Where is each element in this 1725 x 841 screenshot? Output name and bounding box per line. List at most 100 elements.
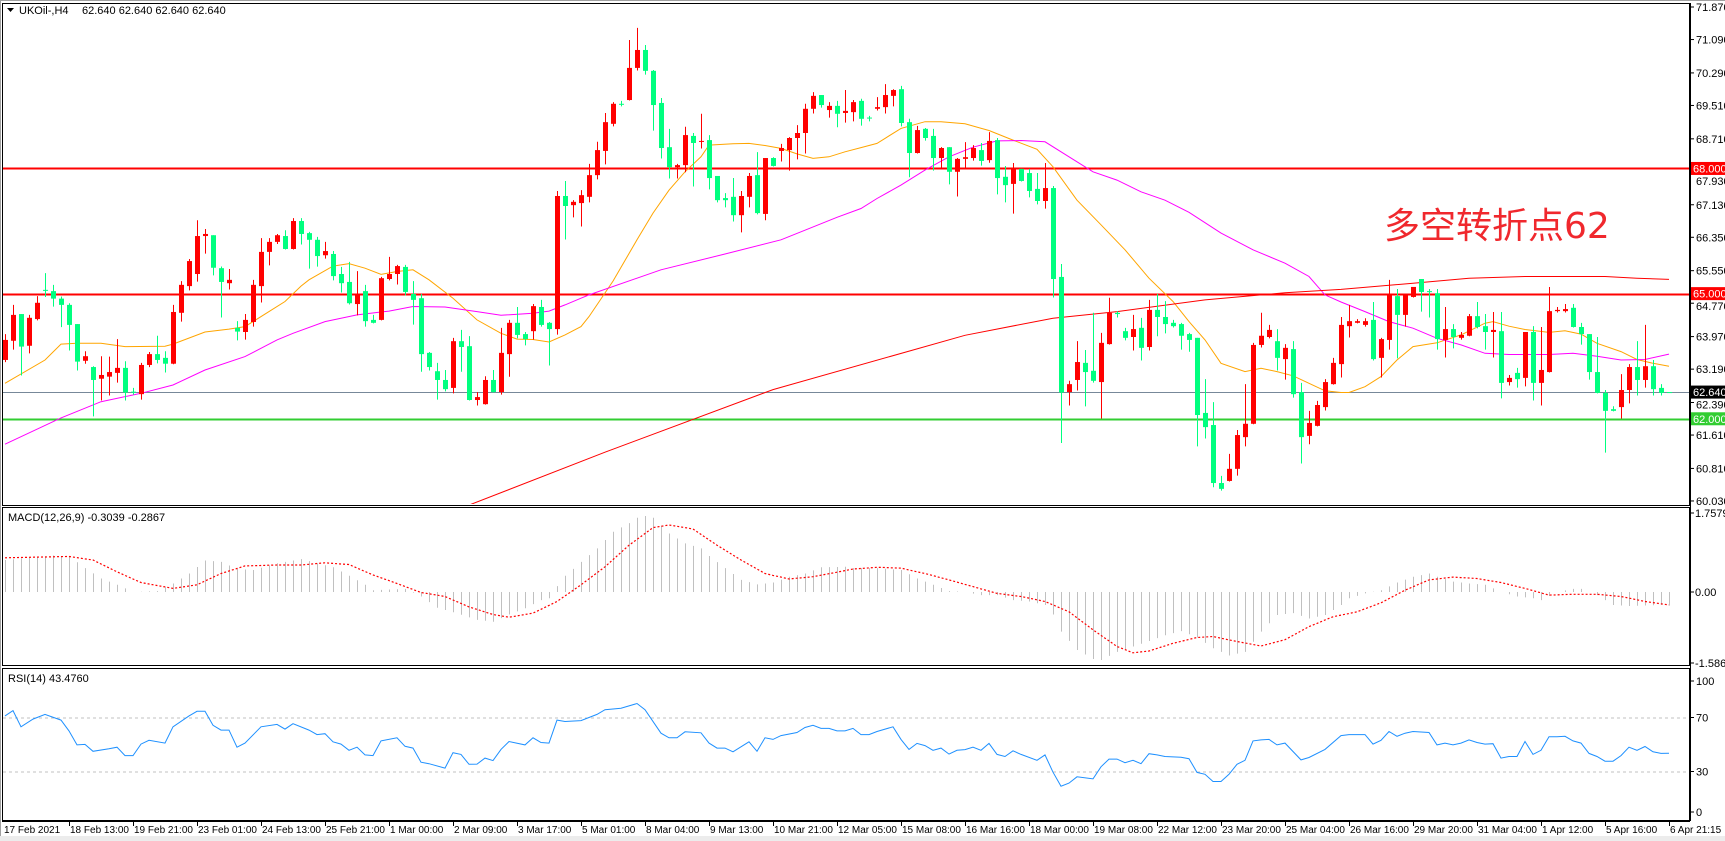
candle-body [1275,341,1280,358]
candle [1147,299,1152,351]
candle-body [867,117,872,119]
candle-body [883,95,888,108]
candle [499,327,504,395]
candle [891,89,896,107]
candle [59,296,64,328]
triangle-down-icon[interactable] [7,8,14,12]
candle [1011,163,1016,214]
candle [843,90,848,123]
candle [987,132,992,163]
candle-body [1219,483,1224,489]
candle [1491,311,1496,358]
candle-body [1667,392,1672,394]
candle [35,296,40,321]
candle-body [27,317,32,346]
macd-label: MACD(12,26,9) -0.3039 -0.2867 [8,512,165,524]
candle [107,356,112,396]
candle [243,314,248,340]
price-tick-label: 60.030 [1696,496,1725,508]
candle [683,126,688,173]
candle [1003,165,1008,203]
candle-body [1163,316,1168,325]
candle [811,92,816,114]
level-lines [3,167,1689,421]
time-tick-label: 23 Feb 01:00 [198,825,257,836]
candle-body [299,221,304,234]
main-pane-frame [2,3,1690,506]
candle-body [427,352,432,368]
candle [147,352,152,368]
candle-body [579,195,584,204]
candle-body [83,356,88,361]
candle-body [563,195,568,207]
candle-body [723,198,728,201]
candle-body [19,314,24,347]
candle-body [1347,321,1352,327]
candle [331,251,336,281]
candle-body [347,281,352,304]
annotation-text: 多空转折点62 [1384,206,1610,247]
candle-body [819,95,824,106]
candle-body [1443,329,1448,340]
candle [1243,384,1248,447]
candle [667,128,672,179]
candle [1123,327,1128,341]
candle [475,392,480,406]
candle [587,163,592,203]
candle-body [139,364,144,395]
candle [459,329,464,372]
candle-body [803,108,808,133]
candle [547,321,552,366]
time-tick-label: 19 Feb 21:00 [134,825,193,836]
candle [579,190,584,227]
candle-body [1619,389,1624,408]
candle-body [827,105,832,111]
candle-body [1563,309,1568,312]
candle-body [1539,369,1544,383]
symbol-title: UKOil-,H4 [19,5,69,17]
candle-body [587,175,592,197]
candle-body [1147,309,1152,348]
candle-body [1107,312,1112,345]
candle [27,314,32,354]
candle-body [419,298,424,355]
time-tick-label: 19 Mar 08:00 [1094,825,1153,836]
candle-body [1411,286,1416,297]
candle-body [1387,294,1392,340]
price-tick-label: 64.770 [1696,301,1725,313]
candle-body [67,304,72,325]
candle-body [59,298,64,305]
candle-body [547,322,552,330]
candle-body [1555,309,1560,312]
candle-body [1323,382,1328,408]
price-tag-support: 62.000 [1691,412,1725,426]
candle-body [1179,324,1184,336]
price-tag-background [1691,287,1725,301]
candle-body [699,140,704,142]
candle [163,351,168,373]
candle [291,218,296,250]
candle [1483,314,1488,350]
candle-body [1195,337,1200,416]
candle [1395,289,1400,359]
candle [179,281,184,322]
candle-body [219,268,224,282]
candle-body [1595,372,1600,393]
candle-body [507,322,512,355]
candle-body [1019,168,1024,181]
price-tags: 68.000 65.000 62.640 62.000 [1691,161,1725,426]
candle-body [459,341,464,348]
candle [1083,349,1088,407]
candle-body [1235,435,1240,469]
candle-body [987,140,992,161]
candle [971,145,976,161]
candle [315,236,320,267]
candle-body [35,302,40,320]
candle-body [1643,366,1648,380]
candle [867,115,872,122]
candle [1299,382,1304,464]
candle-body [555,195,560,330]
candle-body [1611,409,1616,411]
candle [995,138,1000,195]
